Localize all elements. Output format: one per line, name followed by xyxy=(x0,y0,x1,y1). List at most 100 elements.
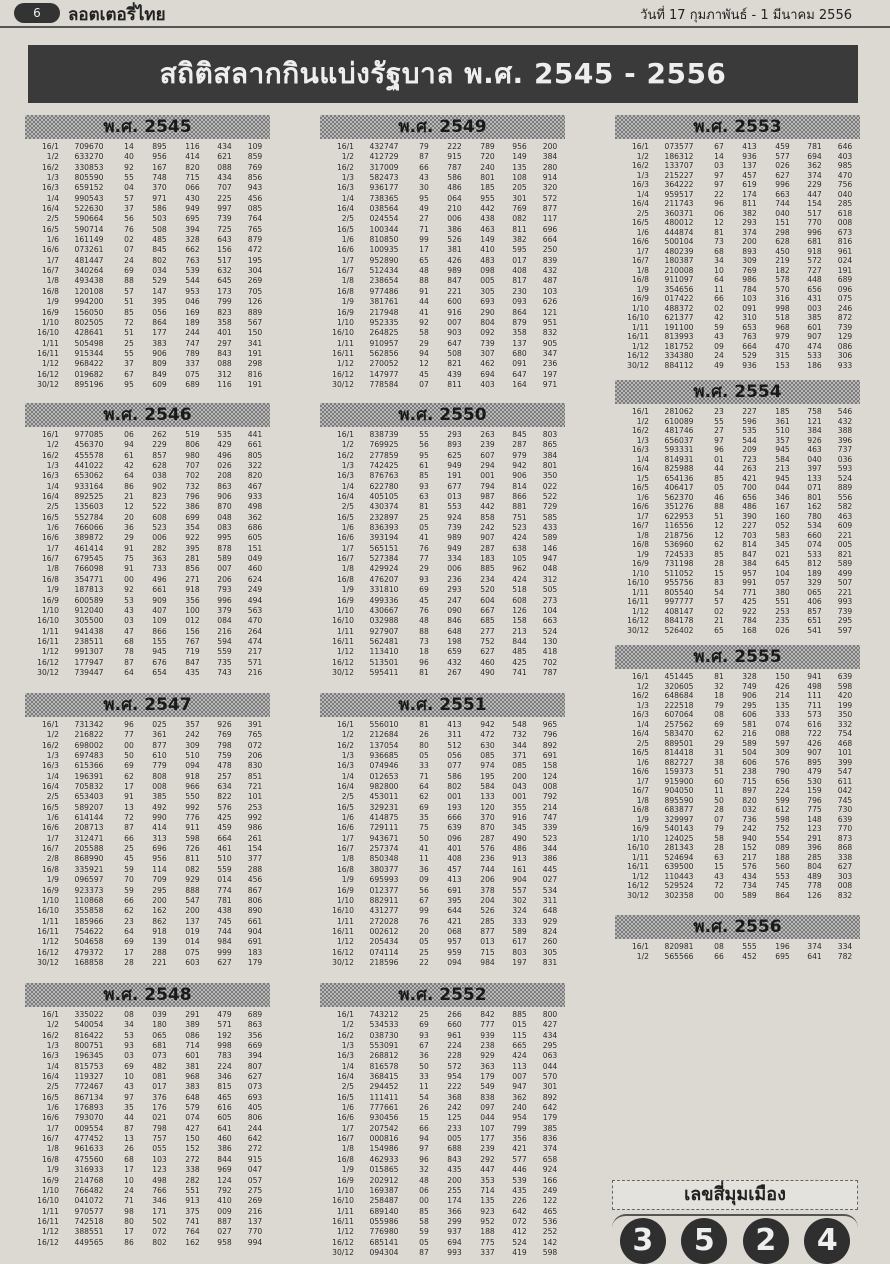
prize-number: 05 xyxy=(419,751,429,761)
prize-number: 939 xyxy=(480,1030,495,1040)
draw-date: 16/6 xyxy=(336,1113,354,1123)
draw-date: 16/3 xyxy=(631,710,649,719)
prize-number: 798 xyxy=(217,740,232,750)
prize-number: 559 xyxy=(217,864,232,874)
prize-number: 796 xyxy=(185,492,200,502)
prize-number: 736 xyxy=(742,814,757,824)
prize-number: 346 xyxy=(775,492,790,502)
prize-number: 007 xyxy=(512,1072,527,1082)
draw-date: 16/8 xyxy=(336,286,354,296)
prize-number: 69 xyxy=(419,802,429,812)
prize-number: 865 xyxy=(542,440,558,450)
prize-number: 792 xyxy=(542,792,558,802)
draw-date: 16/1 xyxy=(41,430,59,439)
prize-number: 309 xyxy=(742,256,757,265)
draw-date: 1/8 xyxy=(46,564,59,574)
table-row: 16/6 073261 07 845 662 156 472 xyxy=(25,245,270,255)
draw-date: 1/3 xyxy=(341,461,354,471)
prize-number: 872 xyxy=(837,313,853,322)
prize-number: 074 xyxy=(807,540,822,549)
table-row: 1/11 505498 25 383 747 297 341 xyxy=(25,339,270,349)
prize-number: 370 xyxy=(152,183,167,193)
first-prize: 961633 xyxy=(74,1144,104,1154)
prize-number: 69 xyxy=(124,266,134,276)
prize-number: 45 xyxy=(419,595,429,605)
prize-number: 845 xyxy=(512,430,527,439)
prize-number: 039 xyxy=(152,1010,167,1019)
prize-number: 377 xyxy=(247,854,263,864)
prize-number: 357 xyxy=(185,720,200,729)
draw-date: 16/7 xyxy=(631,521,649,530)
table-row: 16/11 055986 58 299 952 072 536 xyxy=(320,1217,565,1227)
prize-number: 293 xyxy=(447,430,462,439)
prize-number: 914 xyxy=(542,173,558,183)
table-row: 1/8 895590 50 820 599 796 745 xyxy=(615,796,860,806)
prize-number: 200 xyxy=(447,1175,462,1185)
prize-number: 007 xyxy=(217,564,232,574)
prize-number: 097 xyxy=(480,1103,495,1113)
prize-number: 312 xyxy=(217,369,232,379)
results-table: 16/1 743212 25 266 842 885 800 1/2 534533 69 660 77… xyxy=(320,1010,565,1258)
prize-number: 183 xyxy=(480,554,495,564)
table-row: 16/2 133707 03 137 026 362 985 xyxy=(615,161,860,171)
prize-number: 918 xyxy=(185,585,200,595)
prize-number: 940 xyxy=(742,833,757,843)
prize-number: 03 xyxy=(714,161,724,170)
first-prize: 481447 xyxy=(74,255,104,265)
year-heading: พ.ศ. 2550 xyxy=(320,403,565,427)
prize-number: 305 xyxy=(480,286,495,296)
prize-number: 715 xyxy=(742,776,757,786)
prize-number: 792 xyxy=(217,1185,232,1195)
prize-number: 082 xyxy=(185,864,200,874)
prize-number: 949 xyxy=(447,461,462,471)
prize-number: 222 xyxy=(447,1082,462,1092)
draw-date: 1/9 xyxy=(46,1165,59,1175)
prize-number: 680 xyxy=(512,348,527,358)
prize-number: 88 xyxy=(124,276,134,286)
prize-number: 040 xyxy=(837,189,853,199)
first-prize: 776980 xyxy=(369,1227,399,1237)
prize-number: 301 xyxy=(542,1082,558,1092)
table-row: 1/8 850348 11 408 236 913 386 xyxy=(320,854,565,864)
prize-number: 227 xyxy=(742,407,757,416)
draw-date: 16/1 xyxy=(631,942,649,951)
first-prize: 836393 xyxy=(369,523,399,533)
prize-number: 42 xyxy=(124,461,134,471)
prize-number: 213 xyxy=(775,464,790,473)
prize-number: 654 xyxy=(152,667,167,677)
draw-date: 16/8 xyxy=(336,1154,354,1164)
prize-number: 154 xyxy=(247,844,263,854)
prize-number: 005 xyxy=(447,1134,462,1144)
draw-date: 16/1 xyxy=(41,1010,59,1019)
prize-number: 526 xyxy=(480,906,495,916)
prize-number: 08 xyxy=(714,710,724,719)
prize-number: 645 xyxy=(217,276,232,286)
draw-date: 2/5 xyxy=(46,1082,59,1092)
prize-number: 33 xyxy=(419,1072,429,1082)
prize-number: 116 xyxy=(217,379,232,389)
table-row: 16/6 208713 87 414 911 459 986 xyxy=(25,823,270,833)
draw-date: 1/4 xyxy=(341,771,354,781)
prize-number: 068 xyxy=(447,926,462,936)
table-row: 16/9 499336 45 247 604 608 273 xyxy=(320,596,565,606)
first-prize: 524694 xyxy=(664,852,694,862)
first-prize: 654136 xyxy=(664,473,694,483)
prize-number: 222 xyxy=(447,142,462,151)
first-prize: 281343 xyxy=(664,843,694,852)
prize-number: 689 xyxy=(247,1010,263,1019)
prize-number: 064 xyxy=(447,193,462,203)
prize-number: 338 xyxy=(837,852,853,862)
table-row: 16/5 589207 13 492 992 576 253 xyxy=(25,803,270,813)
table-row: 16/11 813993 43 763 979 907 129 xyxy=(615,332,860,342)
prize-number: 224 xyxy=(217,1061,232,1071)
table-row: 16/7 205588 25 696 726 461 154 xyxy=(25,844,270,854)
prize-number: 36 xyxy=(419,864,429,874)
prize-number: 424 xyxy=(512,574,527,584)
first-prize: 475560 xyxy=(74,1154,104,1164)
prize-number: 64 xyxy=(714,275,724,284)
draw-date: 16/12 xyxy=(332,369,354,379)
table-row: 16/1 820981 08 555 196 374 334 xyxy=(615,942,860,952)
table-row: 1/11 805540 54 771 380 065 221 xyxy=(615,588,860,598)
prize-number: 385 xyxy=(152,792,167,802)
first-prize: 793070 xyxy=(74,1113,104,1123)
